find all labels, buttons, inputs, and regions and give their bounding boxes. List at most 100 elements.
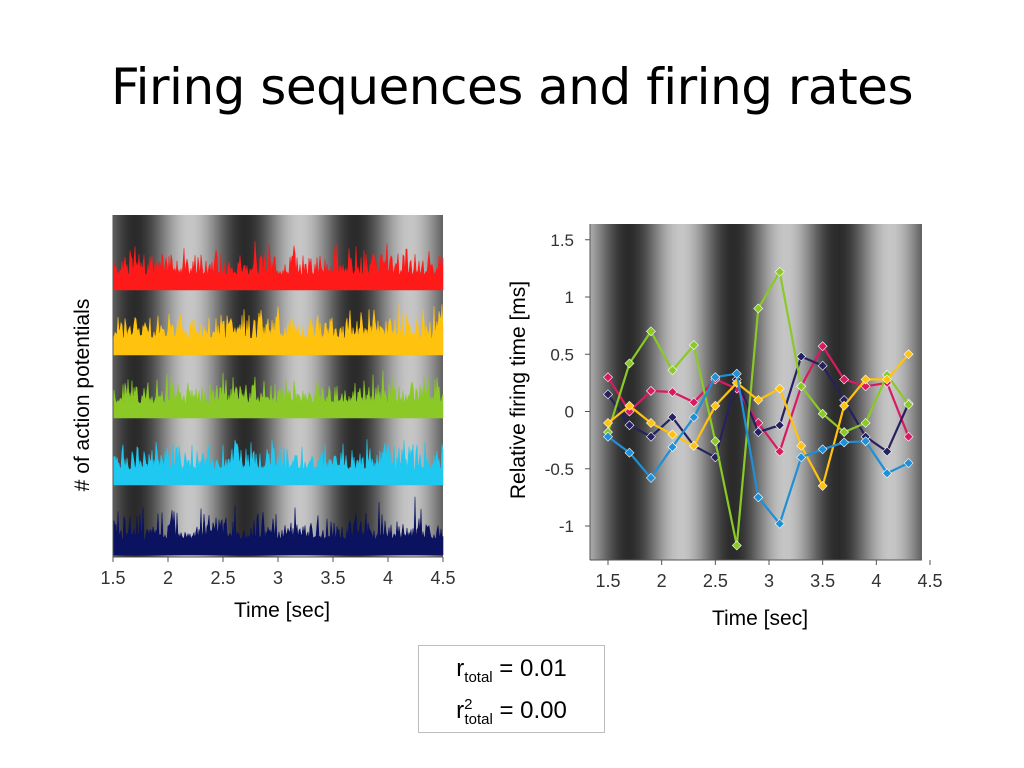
left-x-tick-label: 3.5: [320, 568, 345, 588]
r-subscript: total: [464, 668, 493, 686]
right-x-tick-label: 3.5: [810, 571, 835, 591]
series-3-point: [667, 365, 678, 376]
right-x-tick-label: 4.5: [917, 571, 942, 591]
left-x-tick-label: 4.5: [430, 568, 455, 588]
right-y-tick-label: 1.5: [550, 231, 574, 250]
spike-train-baseline-5: [113, 541, 443, 555]
series-4-point: [774, 383, 785, 394]
series-1-point: [646, 385, 656, 396]
series-2-point: [603, 389, 613, 400]
series-2-point: [667, 412, 678, 423]
right-y-tick-label: -1: [559, 517, 574, 536]
right-y-axis-label: Relative firing time [ms]: [507, 281, 530, 499]
series-3-point: [710, 436, 721, 447]
r2-total-line: r2total = 0.00: [419, 696, 604, 728]
series-4-point: [688, 440, 699, 451]
series-4-point: [882, 374, 892, 385]
series-3-point: [731, 540, 742, 551]
firing-sequences-chart: 1.5 2 2.5 3 3.5 4 4.5 Time [sec] # of action p…: [71, 215, 456, 622]
series-5-point: [839, 437, 850, 448]
series-1-point: [667, 387, 678, 397]
series-4-point: [753, 395, 764, 405]
spike-train-baseline-4: [113, 471, 443, 485]
series-2-point: [774, 420, 785, 431]
r2-subscript: total: [464, 710, 493, 728]
series-4-point: [603, 418, 613, 428]
series-5-point: [860, 436, 871, 447]
right-x-tick-label: 4: [871, 571, 881, 591]
series-3-point: [860, 418, 871, 428]
series-1-point: [903, 431, 914, 442]
series-1-point: [624, 406, 635, 417]
correlation-stats-box: rtotal = 0.01 r2total = 0.00: [418, 645, 605, 733]
series-5-point: [817, 444, 828, 455]
spike-train-baseline-3: [113, 404, 443, 418]
series-3-point: [839, 427, 850, 438]
series-4-point: [860, 374, 871, 385]
left-x-tick-label: 1.5: [100, 568, 125, 588]
series-5-point: [603, 431, 613, 442]
series-5-point: [796, 452, 807, 463]
series-4-point: [667, 429, 678, 440]
left-x-tick-label: 2: [163, 568, 173, 588]
series-4-point: [817, 481, 828, 491]
r2-superscript: 2: [464, 696, 473, 713]
right-x-tick-label: 3: [764, 571, 774, 591]
slide-title: Firing sequences and firing rates: [110, 58, 914, 116]
series-4-point: [903, 349, 914, 360]
right-y-tick-label: 0: [565, 403, 574, 422]
series-2-point: [624, 420, 635, 431]
r2-symbol: r: [456, 697, 465, 724]
series-1-point: [688, 397, 699, 408]
series-4-point: [710, 400, 721, 411]
r-value: = 0.01: [492, 655, 567, 682]
series-3-point: [903, 399, 914, 410]
series-4-point: [839, 400, 850, 411]
series-1-point: [603, 372, 613, 383]
series-5-point: [731, 368, 742, 379]
series-5-point: [710, 372, 721, 383]
series-3-point: [753, 303, 764, 314]
series-2-point: [753, 427, 764, 438]
series-1-point: [774, 446, 785, 457]
series-5-point: [753, 492, 764, 503]
series-5-point: [903, 458, 914, 468]
relative-firing-time-chart: 1.5 2 2.5 3 3.5 4 4.5 1.5 1 0.5 0 -0.5 -1 Time [sec]…: [507, 224, 943, 630]
spike-train-baseline-1: [113, 276, 443, 290]
series-2-point: [817, 360, 828, 371]
r2-value: = 0.00: [492, 697, 567, 724]
series-3-point: [796, 381, 807, 392]
series-5-point: [667, 442, 678, 452]
right-x-tick-label: 1.5: [595, 571, 620, 591]
series-5-point: [624, 447, 635, 458]
series-3-point: [817, 408, 828, 419]
series-3-point: [688, 340, 699, 351]
right-y-tick-label: 0.5: [550, 345, 574, 364]
series-1-point: [817, 341, 828, 352]
series-4-point: [646, 418, 656, 428]
series-5-point: [688, 412, 699, 423]
spike-train-5: [112, 496, 444, 556]
series-5-point: [646, 472, 656, 483]
series-5-point: [882, 468, 892, 479]
right-plot-background: [590, 224, 922, 560]
r-total-line: rtotal = 0.01: [419, 655, 604, 686]
left-x-axis-label: Time [sec]: [234, 599, 330, 622]
series-3-point: [774, 266, 785, 277]
series-4-point: [624, 400, 635, 411]
right-x-axis-label: Time [sec]: [712, 607, 808, 630]
series-5-point: [774, 518, 785, 529]
left-x-tick-label: 2.5: [210, 568, 235, 588]
series-2-point: [882, 446, 892, 457]
series-2-point: [646, 431, 656, 442]
series-1-point: [839, 374, 850, 385]
right-x-tick-label: 2: [657, 571, 667, 591]
left-x-tick-label: 4: [383, 568, 393, 588]
series-3-point: [624, 358, 635, 369]
left-x-tick-label: 3: [273, 568, 283, 588]
right-y-tick-label: -0.5: [545, 460, 574, 479]
left-y-axis-label: # of action potentials: [71, 299, 94, 492]
series-4-point: [796, 440, 807, 451]
right-y-tick-label: 1: [565, 288, 574, 307]
series-2-point: [796, 351, 807, 362]
